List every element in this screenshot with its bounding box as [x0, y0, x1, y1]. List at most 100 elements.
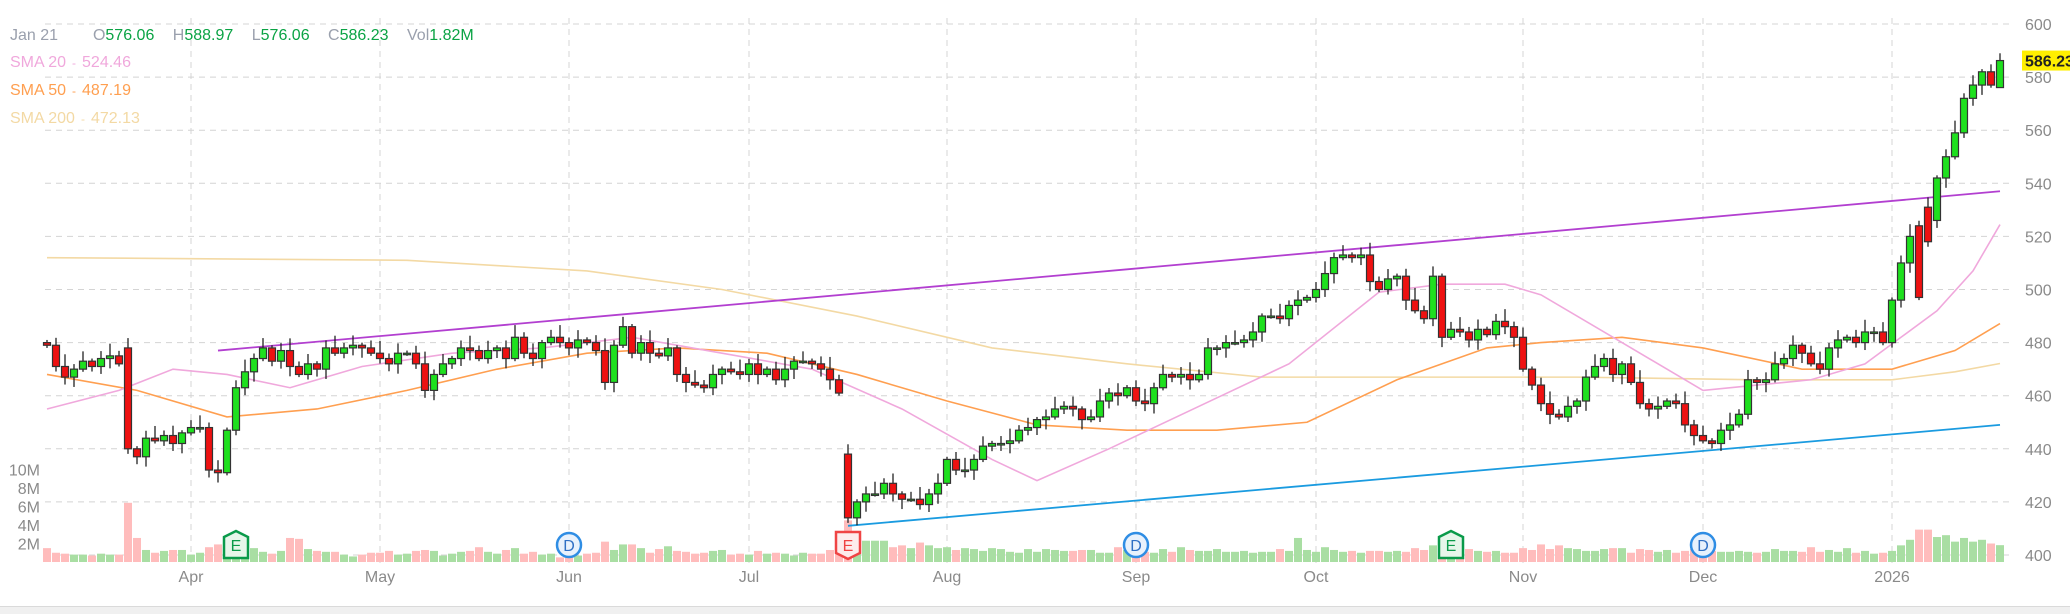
candle-body [1608, 357, 1618, 376]
bottom-scrollbar[interactable] [0, 606, 2070, 614]
volume-tick-label: 6M [18, 500, 40, 517]
volume-bar [1897, 545, 1905, 562]
event-letter: D [1130, 538, 1142, 555]
candle [1437, 273, 1447, 348]
candle [1950, 120, 1960, 160]
low-label: L [251, 27, 261, 44]
candle [1509, 321, 1519, 348]
volume-bar [1114, 547, 1122, 562]
candle [1626, 356, 1636, 386]
volume-bar [619, 544, 627, 562]
volume-bar [1420, 549, 1428, 562]
sma20-legend[interactable]: SMA 20-524.46 [10, 54, 131, 71]
dividend-marker[interactable]: D [1689, 531, 1717, 559]
sma50-legend[interactable]: SMA 50-487.19 [10, 82, 131, 99]
dividend-marker[interactable]: D [1122, 531, 1150, 559]
candle-body [1761, 379, 1771, 384]
volume-bar [997, 549, 1005, 562]
earnings-marker[interactable]: E [834, 530, 862, 561]
candle [1806, 345, 1816, 367]
candle-body [1491, 320, 1501, 336]
candle-body [1158, 373, 1168, 389]
candle-body [78, 360, 88, 370]
earnings-marker[interactable]: E [1437, 529, 1465, 560]
candle [1707, 438, 1717, 449]
candle [1167, 371, 1177, 383]
candle-body [1005, 440, 1015, 445]
volume-bar [601, 541, 609, 562]
candle [537, 339, 547, 369]
candle-body [1806, 352, 1816, 365]
candle [1455, 317, 1465, 338]
candle [789, 356, 799, 379]
earnings-marker[interactable]: E [222, 529, 250, 560]
candle [186, 420, 196, 436]
candle [510, 325, 520, 362]
volume-bar [142, 549, 150, 562]
candle-body [1203, 347, 1213, 376]
candle [681, 367, 691, 393]
volume-bar [1681, 550, 1689, 562]
candle [1689, 419, 1699, 446]
candle-body [231, 387, 241, 431]
candle-body [1068, 405, 1078, 410]
candle [1536, 377, 1546, 412]
candle [528, 343, 538, 366]
candle [1716, 422, 1726, 451]
candle [591, 335, 601, 356]
volume-bar [1915, 529, 1923, 562]
volume-bar [1618, 548, 1626, 562]
volume-bar [1015, 552, 1023, 562]
candle [1329, 252, 1339, 284]
close-value: 586.23 [339, 27, 389, 44]
candle [204, 422, 214, 478]
volume-bar [1546, 549, 1554, 562]
candle [1221, 335, 1231, 358]
volume-bar [1024, 549, 1032, 562]
candle-body [1077, 408, 1087, 421]
candle [1446, 321, 1456, 340]
candle-body [1356, 254, 1366, 259]
candle [105, 343, 115, 369]
candle [924, 488, 934, 512]
sma200-legend[interactable]: SMA 200-472.13 [10, 110, 140, 127]
volume-bar [1987, 543, 1995, 562]
candle [1158, 364, 1168, 391]
candle-body [762, 368, 772, 376]
earnings-icon [1437, 529, 1465, 560]
dividend-marker[interactable]: D [555, 531, 583, 559]
volume-bar [430, 550, 438, 562]
candle-body [1140, 400, 1150, 405]
candle-body [1032, 418, 1042, 429]
volume-bar [817, 553, 825, 562]
candle [1617, 361, 1627, 385]
volume-bar [1861, 550, 1869, 562]
month-tick-label: Jul [739, 569, 759, 586]
candle-body [717, 368, 727, 376]
event-letter: E [843, 538, 854, 555]
volume-bar [1348, 550, 1356, 562]
candle [1104, 388, 1114, 409]
candle [1500, 309, 1510, 335]
candle [357, 342, 367, 358]
candle [474, 345, 484, 362]
volume-bar [1150, 552, 1158, 562]
sma20-value: 524.46 [82, 54, 131, 71]
candle-body [1563, 405, 1573, 418]
volume-bar [403, 553, 411, 562]
volume-bar [1528, 549, 1536, 562]
volume-bar [1042, 549, 1050, 562]
volume-bar [412, 550, 420, 562]
volume-bar [1258, 551, 1266, 562]
sma20-label: SMA 20 [10, 54, 67, 71]
candle [915, 487, 925, 510]
candle-body [555, 336, 565, 344]
volume-bar [97, 553, 105, 562]
candle-body [1590, 365, 1600, 378]
volume-bar [1285, 550, 1293, 562]
volume-tick-label: 2M [18, 537, 40, 554]
candle-body [852, 501, 862, 519]
candle-body [249, 357, 259, 373]
volume-bar [502, 549, 510, 562]
